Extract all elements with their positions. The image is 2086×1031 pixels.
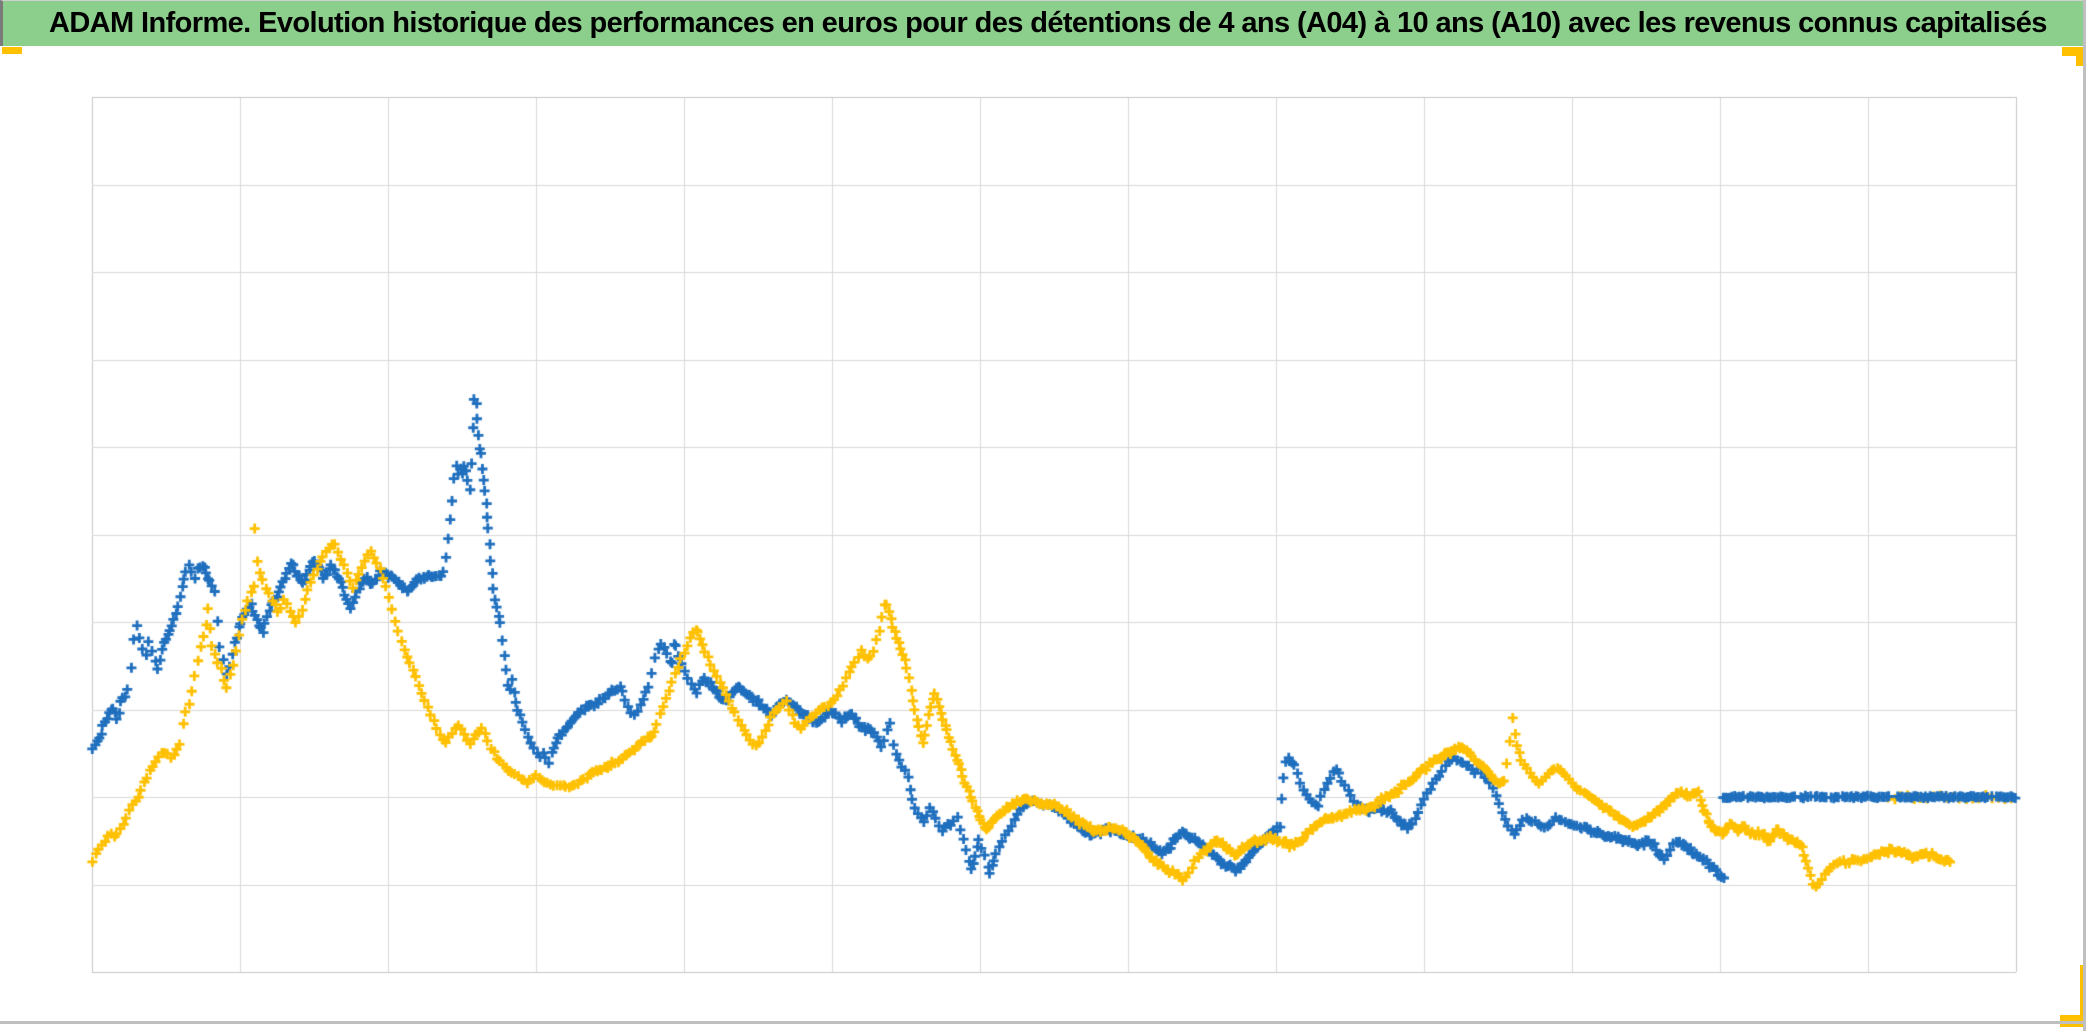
performance-scatter-chart <box>0 0 2086 1031</box>
slide: { "header": { "title": "ADAM Informe. Ev… <box>0 0 2086 1031</box>
